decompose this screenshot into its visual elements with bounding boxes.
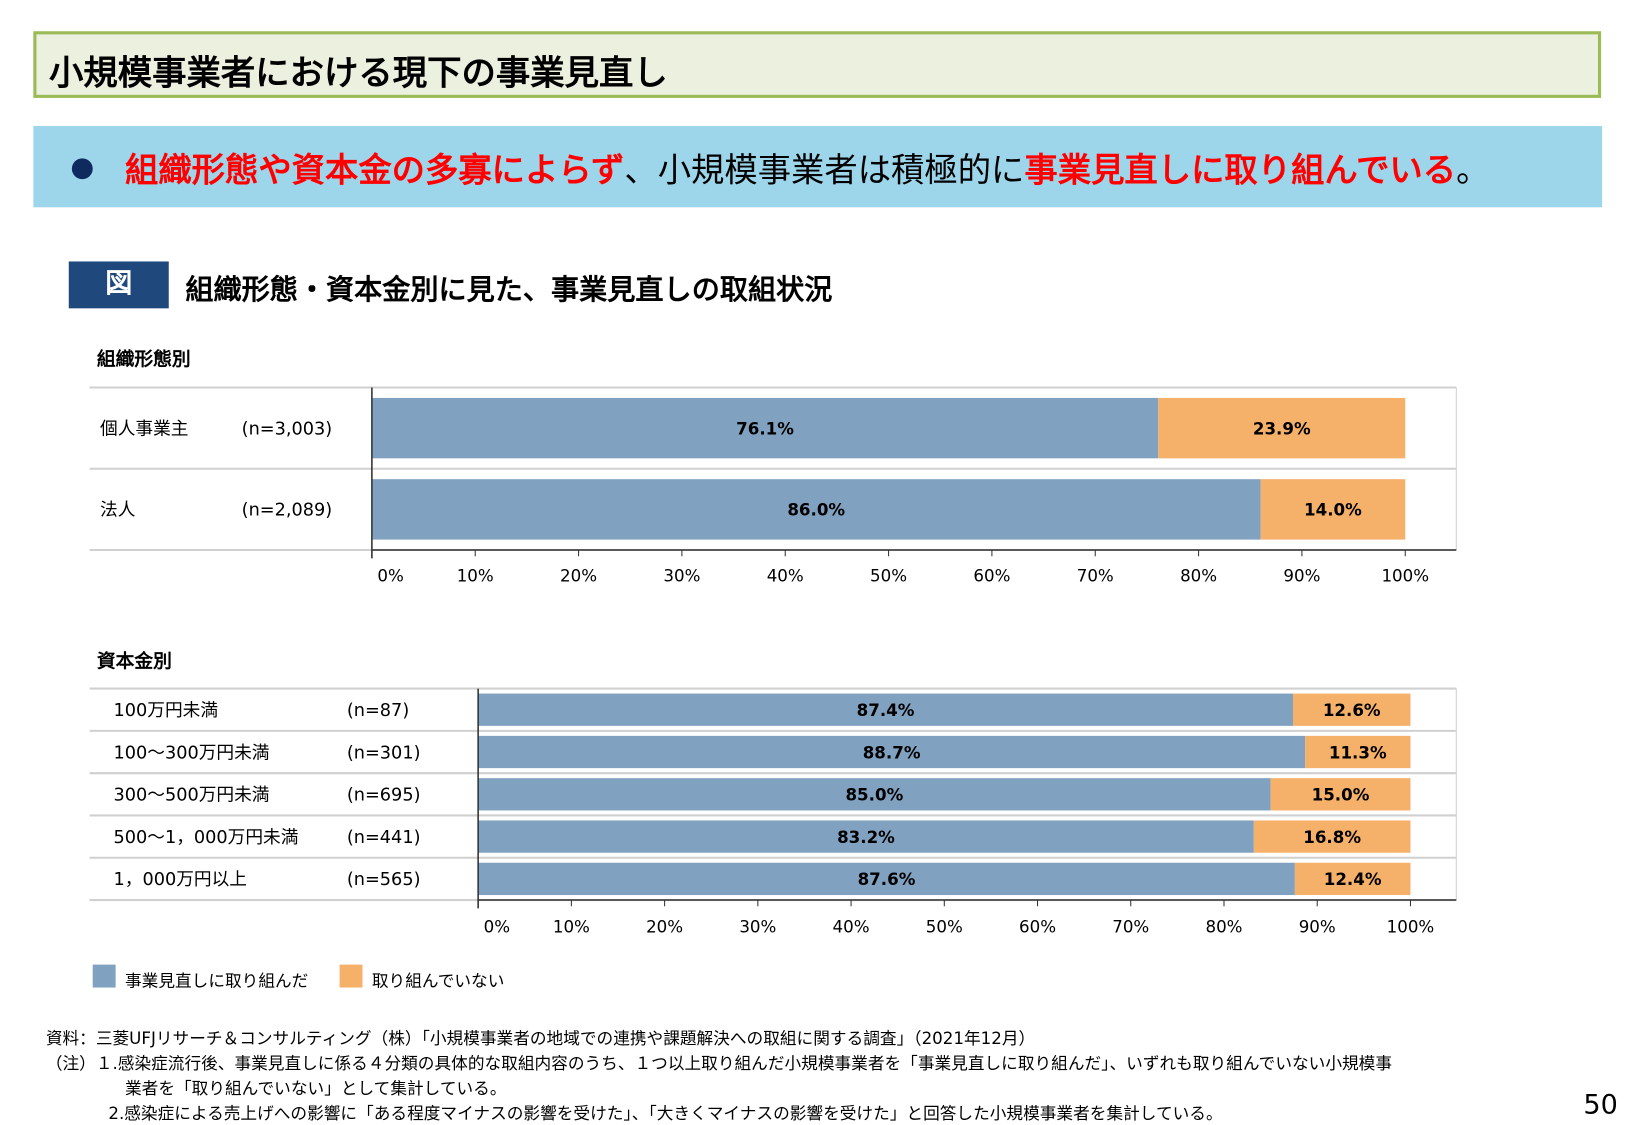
x-tick-label: 10% [457, 566, 494, 585]
figure-badge: 図 [68, 261, 169, 309]
bar-not-done [1270, 778, 1411, 811]
x-tick-label: 70% [1112, 917, 1149, 936]
bar-done [478, 778, 1271, 811]
summary-banner [33, 126, 1603, 208]
sample-size-label: (n=301) [347, 743, 421, 763]
legend-label-not-done: 取り組んでいない [371, 970, 505, 991]
category-label: 500～1，000万円未満 [114, 827, 299, 848]
bar-done [478, 820, 1254, 853]
x-tick-label: 80% [1205, 917, 1242, 936]
summary-text: 組織形態や資本金の多寡によらず、小規模事業者は積極的に事業見直しに取り組んでいる… [125, 144, 1489, 192]
legend-label-done: 事業見直しに取り組んだ [125, 970, 309, 991]
summary-plain: 、小規模事業者は積極的に [624, 150, 1025, 190]
x-tick-label: 50% [926, 917, 963, 936]
x-tick-label: 90% [1299, 917, 1336, 936]
page-number: 50 [1583, 1089, 1618, 1121]
chart1-title: 組織形態別 [96, 348, 191, 371]
data-label: 12.4% [1324, 870, 1382, 889]
bar-done [371, 397, 1159, 459]
x-tick-label: 10% [553, 917, 590, 936]
x-tick-label: 20% [646, 917, 683, 936]
category-label: 100～300万円未満 [114, 742, 270, 763]
bullet-icon [71, 158, 93, 180]
summary-highlight-2: 事業見直しに取り組んでいる [1024, 150, 1457, 190]
bar-done [371, 479, 1261, 540]
x-tick-label: 20% [560, 566, 597, 585]
source-note: 資料：三菱UFJリサーチ＆コンサルティング（株）「小規模事業者の地域での連携や課… [45, 1028, 1036, 1048]
data-label: 14.0% [1304, 501, 1362, 520]
legend-swatch-done [92, 964, 116, 988]
bar-done [478, 862, 1295, 896]
sample-size-label: (n=3,003) [242, 419, 332, 439]
summary-end: 。 [1456, 150, 1490, 190]
category-label: 法人 [100, 500, 136, 521]
page-title: 小規模事業者における現下の事業見直し [48, 52, 668, 93]
data-label: 83.2% [837, 828, 895, 847]
data-label: 12.6% [1323, 701, 1381, 720]
x-tick-label: 40% [833, 917, 870, 936]
title-box: 小規模事業者における現下の事業見直し [33, 31, 1602, 98]
sample-size-label: (n=87) [347, 701, 409, 721]
x-tick-label: 40% [767, 566, 804, 585]
data-label: 76.1% [736, 419, 794, 438]
category-label: 個人事業主 [100, 418, 188, 439]
data-label: 11.3% [1329, 743, 1387, 762]
sample-size-label: (n=441) [347, 828, 421, 848]
category-label: 100万円未満 [114, 700, 219, 721]
chart2-title: 資本金別 [96, 651, 172, 673]
sample-size-label: (n=565) [347, 870, 421, 890]
x-tick-label: 0% [484, 917, 510, 936]
legend-swatch-not-done [339, 964, 363, 988]
x-tick-label: 0% [377, 566, 403, 585]
data-label: 88.7% [863, 743, 921, 762]
bar-not-done [1158, 397, 1406, 459]
category-label: 300～500万円未満 [114, 785, 270, 806]
x-tick-label: 30% [739, 917, 776, 936]
x-tick-label: 80% [1180, 566, 1217, 585]
sample-size-label: (n=2,089) [242, 501, 332, 521]
x-tick-label: 30% [663, 566, 700, 585]
x-tick-label: 60% [973, 566, 1010, 585]
note-2: 2.感染症による売上げへの影響に「ある程度マイナスの影響を受けた」、「大きくマイ… [108, 1103, 1223, 1123]
data-label: 85.0% [845, 786, 903, 805]
note-1: （注）１.感染症流行後、事業見直しに係る４分類の具体的な取組内容のうち、１つ以上… [45, 1053, 1393, 1073]
x-tick-label: 100% [1381, 566, 1429, 585]
bar-not-done [1260, 479, 1406, 540]
x-tick-label: 70% [1077, 566, 1114, 585]
category-label: 1，000万円以上 [114, 869, 247, 890]
sample-size-label: (n=695) [347, 786, 421, 806]
bar-not-done [1292, 693, 1411, 726]
data-label: 15.0% [1312, 786, 1370, 805]
bar-not-done [1294, 862, 1411, 896]
data-label: 86.0% [787, 501, 845, 520]
data-label: 23.9% [1253, 419, 1311, 438]
x-tick-label: 100% [1387, 917, 1435, 936]
bar-done [478, 735, 1306, 769]
data-label: 87.4% [857, 701, 915, 720]
data-label: 16.8% [1303, 828, 1361, 847]
x-tick-label: 60% [1019, 917, 1056, 936]
figure-title: 組織形態・資本金別に見た、事業見直しの取組状況 [185, 273, 833, 307]
bar-not-done [1305, 735, 1411, 769]
x-tick-label: 50% [870, 566, 907, 585]
bar-not-done [1253, 820, 1411, 853]
data-label: 87.6% [858, 870, 916, 889]
bar-done [478, 693, 1293, 726]
charts-svg: 個人事業主 (n=3,003) 76.1% 23.9% 法人 (n=2,089) 86.0%… [89, 386, 1457, 936]
note-1-cont: 業者を「取り組んでいない」として集計している。 [125, 1078, 507, 1098]
x-tick-label: 90% [1283, 566, 1320, 585]
summary-highlight-1: 組織形態や資本金の多寡によらず [125, 150, 625, 190]
